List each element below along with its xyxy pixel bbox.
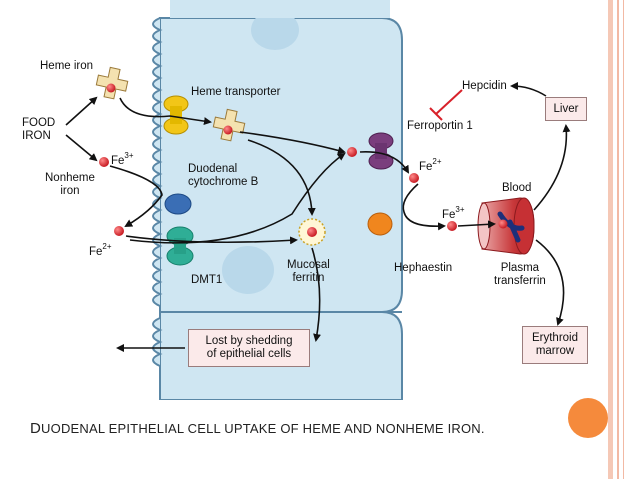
accent-circle bbox=[568, 398, 608, 438]
cytochrome-b-protein bbox=[164, 193, 192, 215]
label-heme-iron: Heme iron bbox=[40, 60, 94, 72]
label-mucosal-ferritin: Mucosal ferritin bbox=[287, 259, 330, 284]
flow-arrows bbox=[65, 82, 571, 352]
iron-cytosol-dot bbox=[347, 147, 357, 157]
label-heme-transporter: Heme transporter bbox=[191, 86, 281, 98]
heme-transporter-protein bbox=[163, 95, 189, 135]
label-fe3-right: Fe3+ bbox=[442, 205, 465, 221]
label-hephaestin: Hephaestin bbox=[394, 262, 453, 274]
iron-uptake-diagram bbox=[65, 0, 571, 400]
iron-fe2-lumen-dot bbox=[114, 226, 124, 236]
label-hepcidin: Hepcidin bbox=[462, 80, 507, 92]
shedding-box: Lost by shedding of epithelial cells bbox=[188, 329, 310, 367]
erythroid-marrow-box: Erythroid marrow bbox=[522, 326, 588, 364]
epithelial-cell-upper bbox=[152, 10, 403, 313]
slide-rail-outer bbox=[608, 0, 613, 479]
label-fe2-left: Fe2+ bbox=[89, 242, 112, 258]
hepcidin-inhibition bbox=[429, 89, 463, 121]
label-plasma-transferrin: Plasma transferrin bbox=[494, 262, 546, 287]
label-fe3-left: Fe3+ bbox=[111, 151, 134, 167]
label-food-iron: FOOD IRON bbox=[22, 117, 56, 142]
dmt1-protein bbox=[166, 226, 194, 266]
heme-molecule-outside bbox=[95, 66, 129, 100]
label-dmt1: DMT1 bbox=[191, 274, 223, 286]
iron-fe3-nonheme-dot bbox=[99, 157, 109, 167]
liver-box: Liver bbox=[545, 97, 587, 121]
slide-rail-inner bbox=[617, 0, 619, 479]
label-blood: Blood bbox=[502, 182, 532, 194]
slide-caption: DUODENAL EPITHELIAL CELL UPTAKE OF HEME … bbox=[30, 420, 485, 437]
transferrin-molecule bbox=[497, 211, 525, 243]
mucosal-ferritin-shell bbox=[298, 218, 326, 246]
iron-fe2-exported-dot bbox=[409, 173, 419, 183]
label-fe2-right: Fe2+ bbox=[419, 157, 442, 173]
iron-fe3-blood-dot bbox=[447, 221, 457, 231]
hephaestin-protein bbox=[367, 212, 393, 236]
label-duodenal-cytochrome-b: Duodenal cytochrome B bbox=[188, 163, 259, 188]
slide-rail-thin bbox=[623, 0, 624, 479]
label-nonheme-iron: Nonheme iron bbox=[45, 172, 95, 197]
ferroportin-protein bbox=[368, 132, 394, 170]
label-ferroportin: Ferroportin 1 bbox=[407, 120, 473, 132]
